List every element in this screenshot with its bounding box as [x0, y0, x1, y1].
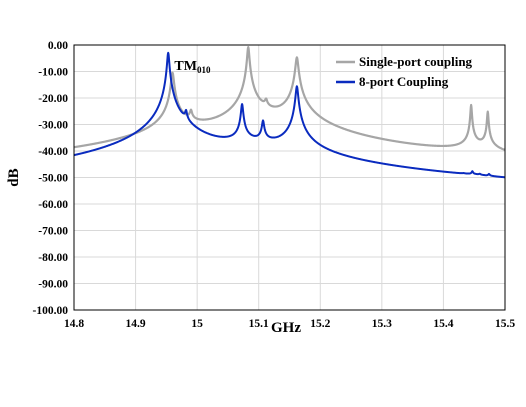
x-tick-label: 15.4 [433, 318, 453, 330]
series-line-2 [73, 51, 506, 179]
annotation-label: TM010 [174, 59, 211, 75]
x-tick-label: 14.8 [64, 318, 84, 330]
x-tick-label: 15.5 [495, 318, 515, 330]
x-tick-label: 15.1 [249, 318, 269, 330]
y-tick-label: -40.00 [38, 146, 68, 158]
y-tick-labels: 0.00 -10.00 -20.00 -30.00 -40.00 -50.00 -60.00… [33, 40, 69, 317]
x-tick-label: 15.2 [310, 318, 330, 330]
y-axis-label: dB [6, 168, 22, 186]
plot-frame [73, 44, 506, 311]
y-tick-label: -90.00 [38, 279, 68, 291]
x-axis-label: GHz [271, 320, 301, 336]
legend-label: 8-port Coupling [359, 74, 449, 89]
x-tick-labels: 14.8 14.9 15 15.1 15.2 15.3 15.4 15.5 [64, 318, 515, 330]
y-tick-label: -30.00 [38, 120, 68, 132]
grid [74, 45, 505, 310]
y-tick-label: -70.00 [38, 226, 68, 238]
x-tick-label: 15 [191, 318, 203, 330]
y-tick-label: -80.00 [38, 252, 68, 264]
series-line-1 [73, 46, 506, 151]
x-tick-label: 14.9 [126, 318, 146, 330]
y-tick-label: -60.00 [38, 199, 68, 211]
x-tick-label: 15.3 [372, 318, 392, 330]
mode-annotation: TM010 [174, 59, 211, 75]
y-tick-label: -20.00 [38, 93, 68, 105]
legend: Single-port coupling 8-port Coupling [336, 54, 473, 89]
y-tick-label: 0.00 [48, 40, 68, 52]
legend-label: Single-port coupling [359, 54, 473, 69]
y-tick-label: -100.00 [33, 305, 69, 317]
y-tick-label: -10.00 [38, 67, 68, 79]
y-tick-label: -50.00 [38, 173, 68, 185]
series-group [73, 46, 506, 179]
